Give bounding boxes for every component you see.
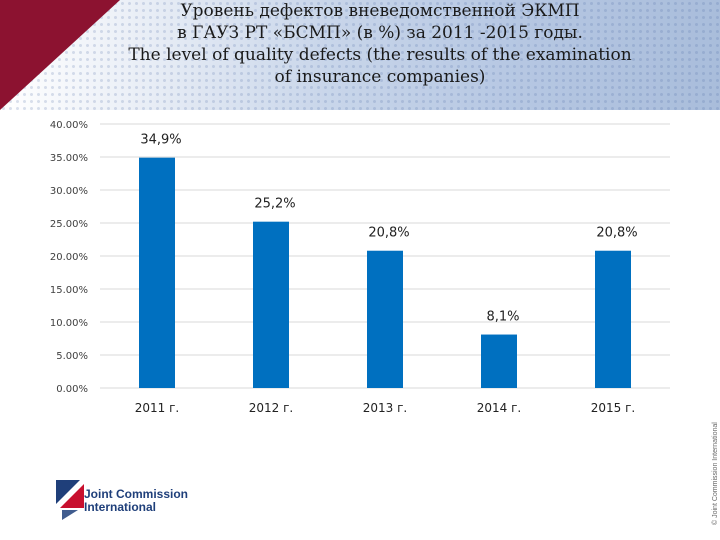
data-label: 25,2%: [254, 197, 295, 212]
data-label: 20,8%: [596, 226, 637, 241]
y-tick-label: 10.00%: [50, 318, 88, 329]
y-tick-label: 0.00%: [56, 384, 88, 395]
header-banner: Уровень дефектов вневедомственной ЭКМП в…: [0, 0, 720, 110]
y-tick-label: 35.00%: [50, 153, 88, 164]
y-tick-label: 25.00%: [50, 219, 88, 230]
y-tick-label: 20.00%: [50, 252, 88, 263]
logo-line-1: Joint Commission: [84, 487, 189, 501]
data-label: 34,9%: [140, 133, 181, 148]
title-line-4: of insurance companies): [274, 67, 486, 87]
copyright-text: © Joint Commission International: [712, 422, 719, 525]
y-tick-label: 5.00%: [56, 351, 88, 362]
bar: [253, 221, 289, 388]
x-category-label: 2014 г.: [477, 401, 521, 415]
logo-line-2: International: [84, 500, 157, 514]
jci-logo-icon: [56, 480, 84, 520]
x-category-label: 2015 г.: [591, 401, 635, 415]
title-line-1: Уровень дефектов вневедомственной ЭКМП: [180, 1, 580, 21]
title-line-3: The level of quality defects (the result…: [128, 45, 632, 65]
x-category-label: 2013 г.: [363, 401, 407, 415]
title-line-2: в ГАУЗ РТ «БСМП» (в %) за 2011 -2015 год…: [177, 23, 583, 43]
bar: [595, 250, 631, 388]
y-tick-label: 40.00%: [50, 120, 88, 131]
bar: [481, 334, 517, 388]
bar: [139, 157, 175, 388]
data-label: 20,8%: [368, 226, 409, 241]
y-tick-label: 15.00%: [50, 285, 88, 296]
x-category-label: 2011 г.: [135, 401, 179, 415]
header-red-accent: [0, 0, 120, 110]
data-label: 8,1%: [486, 310, 519, 325]
page-title: Уровень дефектов вневедомственной ЭКМП в…: [60, 0, 700, 88]
header-dot-pattern: [0, 0, 720, 110]
bar-chart: 0.00% 5.00% 10.00% 15.00% 20.00% 25.00% 30.00%…: [50, 120, 670, 415]
x-category-label: 2012 г.: [249, 401, 293, 415]
bar: [367, 250, 403, 388]
jci-logo-text: Joint Commission International: [84, 488, 188, 514]
y-tick-label: 30.00%: [50, 186, 88, 197]
